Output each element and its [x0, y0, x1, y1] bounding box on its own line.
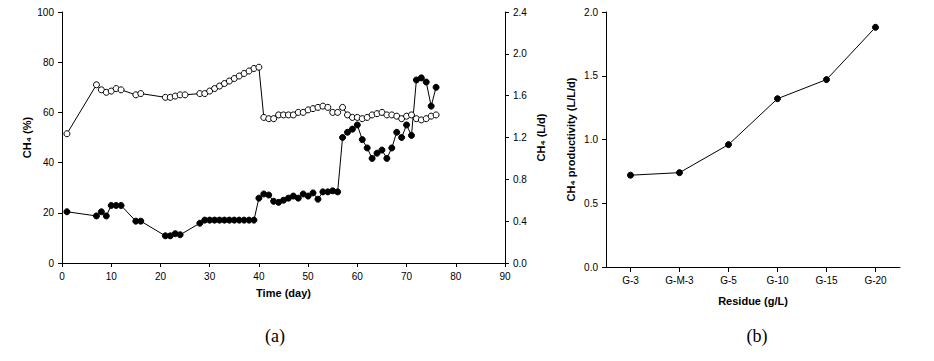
svg-text:1.6: 1.6	[513, 90, 527, 101]
svg-text:40: 40	[253, 271, 265, 282]
svg-text:G-10: G-10	[766, 275, 789, 286]
svg-text:20: 20	[43, 207, 55, 218]
svg-text:50: 50	[303, 271, 315, 282]
svg-text:G-5: G-5	[720, 275, 737, 286]
svg-text:1.0: 1.0	[584, 134, 598, 145]
svg-text:0.5: 0.5	[584, 198, 598, 209]
svg-text:60: 60	[43, 107, 55, 118]
svg-text:G-15: G-15	[815, 275, 838, 286]
svg-text:0.4: 0.4	[513, 216, 527, 227]
svg-text:0.0: 0.0	[513, 258, 527, 269]
svg-text:1.5: 1.5	[584, 70, 598, 81]
svg-text:90: 90	[499, 271, 511, 282]
svg-text:0.0: 0.0	[584, 262, 598, 273]
svg-text:20: 20	[155, 271, 167, 282]
svg-text:Residue (g/L): Residue (g/L)	[718, 295, 788, 307]
svg-text:(b): (b)	[747, 326, 768, 347]
svg-text:1.2: 1.2	[513, 132, 527, 143]
svg-text:2.0: 2.0	[513, 48, 527, 59]
svg-text:CH₄ (L/d): CH₄ (L/d)	[535, 113, 547, 161]
svg-text:CH₄ productivity (L/L/d): CH₄ productivity (L/L/d)	[565, 77, 577, 201]
svg-text:80: 80	[450, 271, 462, 282]
svg-text:2.4: 2.4	[513, 7, 527, 18]
svg-text:80: 80	[43, 57, 55, 68]
svg-text:G-20: G-20	[864, 275, 887, 286]
svg-text:10: 10	[106, 271, 118, 282]
svg-text:G-3: G-3	[622, 275, 639, 286]
svg-text:70: 70	[401, 271, 413, 282]
svg-text:0.8: 0.8	[513, 174, 527, 185]
svg-text:(a): (a)	[265, 326, 285, 347]
svg-text:Time (day): Time (day)	[256, 287, 311, 299]
svg-text:60: 60	[352, 271, 364, 282]
svg-text:0: 0	[59, 271, 65, 282]
svg-text:30: 30	[204, 271, 216, 282]
svg-text:100: 100	[37, 7, 54, 18]
svg-text:CH₄ (%): CH₄ (%)	[21, 117, 33, 159]
svg-text:40: 40	[43, 157, 55, 168]
svg-text:0: 0	[48, 258, 54, 269]
svg-text:2.0: 2.0	[584, 7, 598, 18]
svg-text:G-M-3: G-M-3	[665, 275, 694, 286]
